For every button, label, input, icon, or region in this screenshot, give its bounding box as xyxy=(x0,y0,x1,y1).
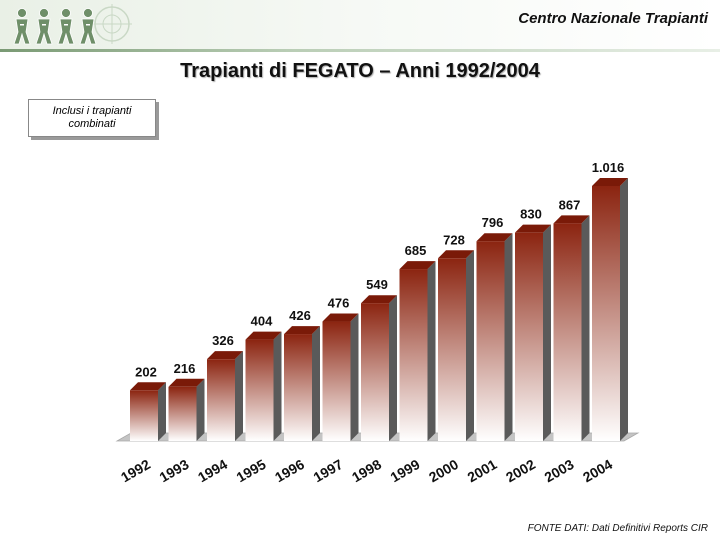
x-tick-label: 1999 xyxy=(388,456,423,486)
x-tick-label: 2003 xyxy=(542,456,577,486)
data-label: 202 xyxy=(135,364,157,379)
bar xyxy=(245,339,274,441)
bar-top xyxy=(592,178,628,186)
x-tick-label: 1998 xyxy=(349,456,384,486)
bar-side xyxy=(543,224,551,441)
bar-top xyxy=(284,326,320,335)
x-tick-label: 1995 xyxy=(234,456,269,486)
bar-side xyxy=(196,378,205,441)
bar-side xyxy=(158,382,166,441)
x-tick-label: 1996 xyxy=(272,456,307,486)
bar-side xyxy=(581,215,590,441)
note-line-1: Inclusi i trapianti xyxy=(52,105,132,117)
bar-chart: 202 1992 216 1993 326 1994 404 1995 426 1996 476 19… xyxy=(115,160,640,486)
bar xyxy=(592,186,620,441)
bar-top xyxy=(168,378,205,387)
bar xyxy=(515,232,543,441)
bar-side xyxy=(466,250,474,441)
data-label: 426 xyxy=(289,308,311,323)
bar xyxy=(207,359,235,441)
data-label: 476 xyxy=(328,296,350,311)
bar-side xyxy=(620,178,628,441)
bar xyxy=(322,321,351,441)
bar-side xyxy=(350,313,359,441)
data-label: 830 xyxy=(520,207,542,222)
bar-side xyxy=(235,351,243,441)
header-rule xyxy=(0,49,720,52)
data-label: 326 xyxy=(212,333,234,348)
x-tick-label: 2002 xyxy=(503,456,538,486)
note-box: Inclusi i trapianti combinati xyxy=(28,99,156,137)
x-tick-label: 1993 xyxy=(157,456,192,486)
x-tick-label: 1997 xyxy=(311,456,346,486)
bar xyxy=(438,258,466,441)
data-label: 549 xyxy=(366,277,388,292)
source-note: FONTE DATI: Dati Definitivi Reports CIR xyxy=(527,523,708,534)
bar-top xyxy=(399,261,436,270)
x-tick-label: 1992 xyxy=(118,456,153,486)
bar-top xyxy=(438,250,474,259)
bar-top xyxy=(207,351,243,360)
bar-top xyxy=(476,233,513,242)
x-tick-label: 2004 xyxy=(580,456,615,486)
data-label: 685 xyxy=(405,243,427,258)
bar-top xyxy=(361,295,397,304)
bar-side xyxy=(504,233,513,441)
bar-top xyxy=(515,224,551,233)
bar-top xyxy=(130,382,166,391)
x-tick-label: 1994 xyxy=(195,456,230,486)
bar-top xyxy=(322,313,359,322)
note-line-2: combinati xyxy=(68,118,116,130)
data-label: 216 xyxy=(174,361,196,376)
data-label: 796 xyxy=(482,215,504,230)
bar-side xyxy=(427,261,436,441)
x-tick-label: 2000 xyxy=(426,456,461,486)
bar xyxy=(130,390,158,441)
bar xyxy=(476,241,505,441)
bar xyxy=(168,386,197,441)
bar-side xyxy=(389,295,397,441)
bar-side xyxy=(312,326,320,441)
bar xyxy=(399,269,428,441)
bar xyxy=(284,334,312,441)
bar-side xyxy=(273,331,282,441)
bar-top xyxy=(245,331,282,340)
bar-top xyxy=(553,215,590,224)
x-tick-label: 2001 xyxy=(465,456,500,486)
data-label: 404 xyxy=(251,314,273,329)
data-label: 867 xyxy=(559,197,581,212)
page-title: Trapianti di FEGATO – Anni 1992/2004 xyxy=(180,60,540,82)
bar xyxy=(361,303,389,441)
data-label: 1.016 xyxy=(592,160,625,175)
data-label: 728 xyxy=(443,232,465,247)
org-name: Centro Nazionale Trapianti xyxy=(518,10,708,27)
logo-icon xyxy=(13,4,132,45)
bar xyxy=(553,223,582,441)
